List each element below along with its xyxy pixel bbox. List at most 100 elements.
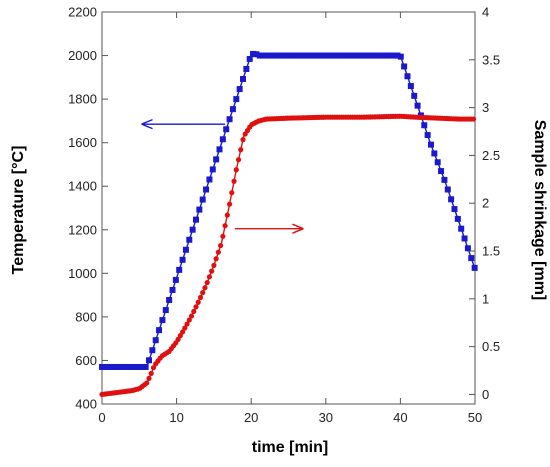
temperature-point [102, 363, 109, 370]
x-tick-label: 40 [393, 410, 407, 425]
temperature-point [105, 363, 112, 370]
temperature-point [239, 76, 246, 83]
temperature-point [364, 52, 371, 59]
shrinkage-point [220, 233, 226, 239]
temperature-point [209, 166, 216, 173]
temperature-point [236, 86, 243, 93]
temperature-point [377, 52, 384, 59]
temperature-point [461, 235, 468, 242]
temperature-point [122, 363, 129, 370]
temperature-point [182, 246, 189, 253]
temperature-point [273, 52, 280, 59]
x-tick-label: 20 [244, 410, 258, 425]
temperature-point [266, 52, 273, 59]
y-right-tick-label: 3 [482, 100, 489, 115]
y-left-tick-label: 1200 [68, 222, 97, 237]
x-tick-label: 10 [169, 410, 183, 425]
temperature-point [142, 363, 149, 370]
temperature-point [407, 83, 414, 90]
temperature-point [280, 52, 287, 59]
temperature-point [135, 363, 142, 370]
shrinkage-point [197, 294, 204, 301]
temperature-point [303, 52, 310, 59]
shrinkage-point [191, 308, 197, 315]
arrow-to-left-axis [141, 119, 226, 130]
y-right-tick-label: 1.5 [482, 244, 500, 259]
temperature-point [323, 52, 330, 59]
temperature-point [196, 206, 203, 213]
temperature-point [471, 264, 478, 271]
temperature-point [216, 146, 223, 153]
series-line [101, 115, 475, 396]
temperature-point [226, 116, 233, 123]
temperature-point [327, 52, 334, 59]
temperature-point [427, 141, 434, 148]
temperature-point [458, 225, 465, 232]
tick-layer: 0 10 20 30 40 5040060080010001200140016001800… [68, 5, 500, 426]
temperature-point [129, 363, 136, 370]
shrinkage-point [186, 317, 192, 323]
y-left-tick-label: 2000 [68, 48, 97, 63]
temperature-point [152, 337, 159, 344]
temperature-point [119, 363, 126, 370]
temperature-point [145, 357, 152, 364]
shrinkage-point [211, 262, 217, 268]
y-left-tick-label: 600 [75, 353, 97, 368]
temperature-point [401, 63, 408, 70]
temperature-point [189, 226, 196, 233]
series-line [102, 52, 476, 368]
shrinkage-point [195, 299, 201, 305]
y-left-tick-label: 2200 [68, 5, 97, 20]
temperature-point [270, 52, 277, 59]
temperature-point [176, 266, 183, 273]
shrinkage-point [470, 116, 477, 122]
shrinkage-point [182, 325, 188, 331]
temperature-point [283, 52, 290, 59]
shrinkage-point [144, 380, 150, 386]
temperature-point [253, 51, 260, 58]
temperature-point [250, 50, 257, 57]
shrinkage-series [99, 113, 477, 398]
shrinkage-point [179, 329, 186, 335]
shrinkage-point [222, 223, 228, 229]
temperature-point [125, 363, 132, 370]
temperature-point [441, 176, 448, 183]
temperature-point [246, 55, 253, 62]
temperature-point [357, 52, 364, 59]
shrinkage-point [229, 190, 235, 196]
temperature-point [132, 363, 139, 370]
temperature-point [317, 52, 324, 59]
temperature-point [384, 52, 391, 59]
temperature-point [223, 126, 230, 133]
temperature-point [313, 52, 320, 59]
temperature-point [172, 276, 179, 283]
temperature-point [300, 52, 307, 59]
shrinkage-point [150, 365, 157, 371]
temperature-point [115, 363, 122, 370]
temperature-point [199, 196, 206, 203]
temperature-point [293, 52, 300, 59]
temperature-point [454, 215, 461, 222]
temperature-point [276, 52, 283, 59]
temperature-point [438, 168, 445, 175]
temperature-point [159, 317, 166, 324]
temperature-point [374, 52, 381, 59]
shrinkage-point [213, 256, 219, 262]
temperature-point [179, 256, 186, 263]
x-axis-title: time [min] [252, 439, 328, 456]
y-left-tick-label: 800 [75, 309, 97, 324]
shrinkage-point [200, 290, 206, 296]
x-tick-label: 50 [468, 410, 482, 425]
temperature-point [186, 236, 193, 243]
shrinkage-point [188, 313, 195, 319]
shrinkage-point [148, 370, 154, 377]
shrinkage-point [240, 137, 246, 143]
temperature-point [347, 52, 354, 59]
temperature-point [192, 216, 199, 223]
temperature-point [367, 52, 374, 59]
annotation-layer [141, 119, 304, 234]
y-right-tick-label: 2 [482, 196, 489, 211]
temperature-point [219, 136, 226, 143]
y-left-tick-label: 400 [75, 397, 97, 412]
y-right-tick-label: 4 [482, 5, 489, 20]
